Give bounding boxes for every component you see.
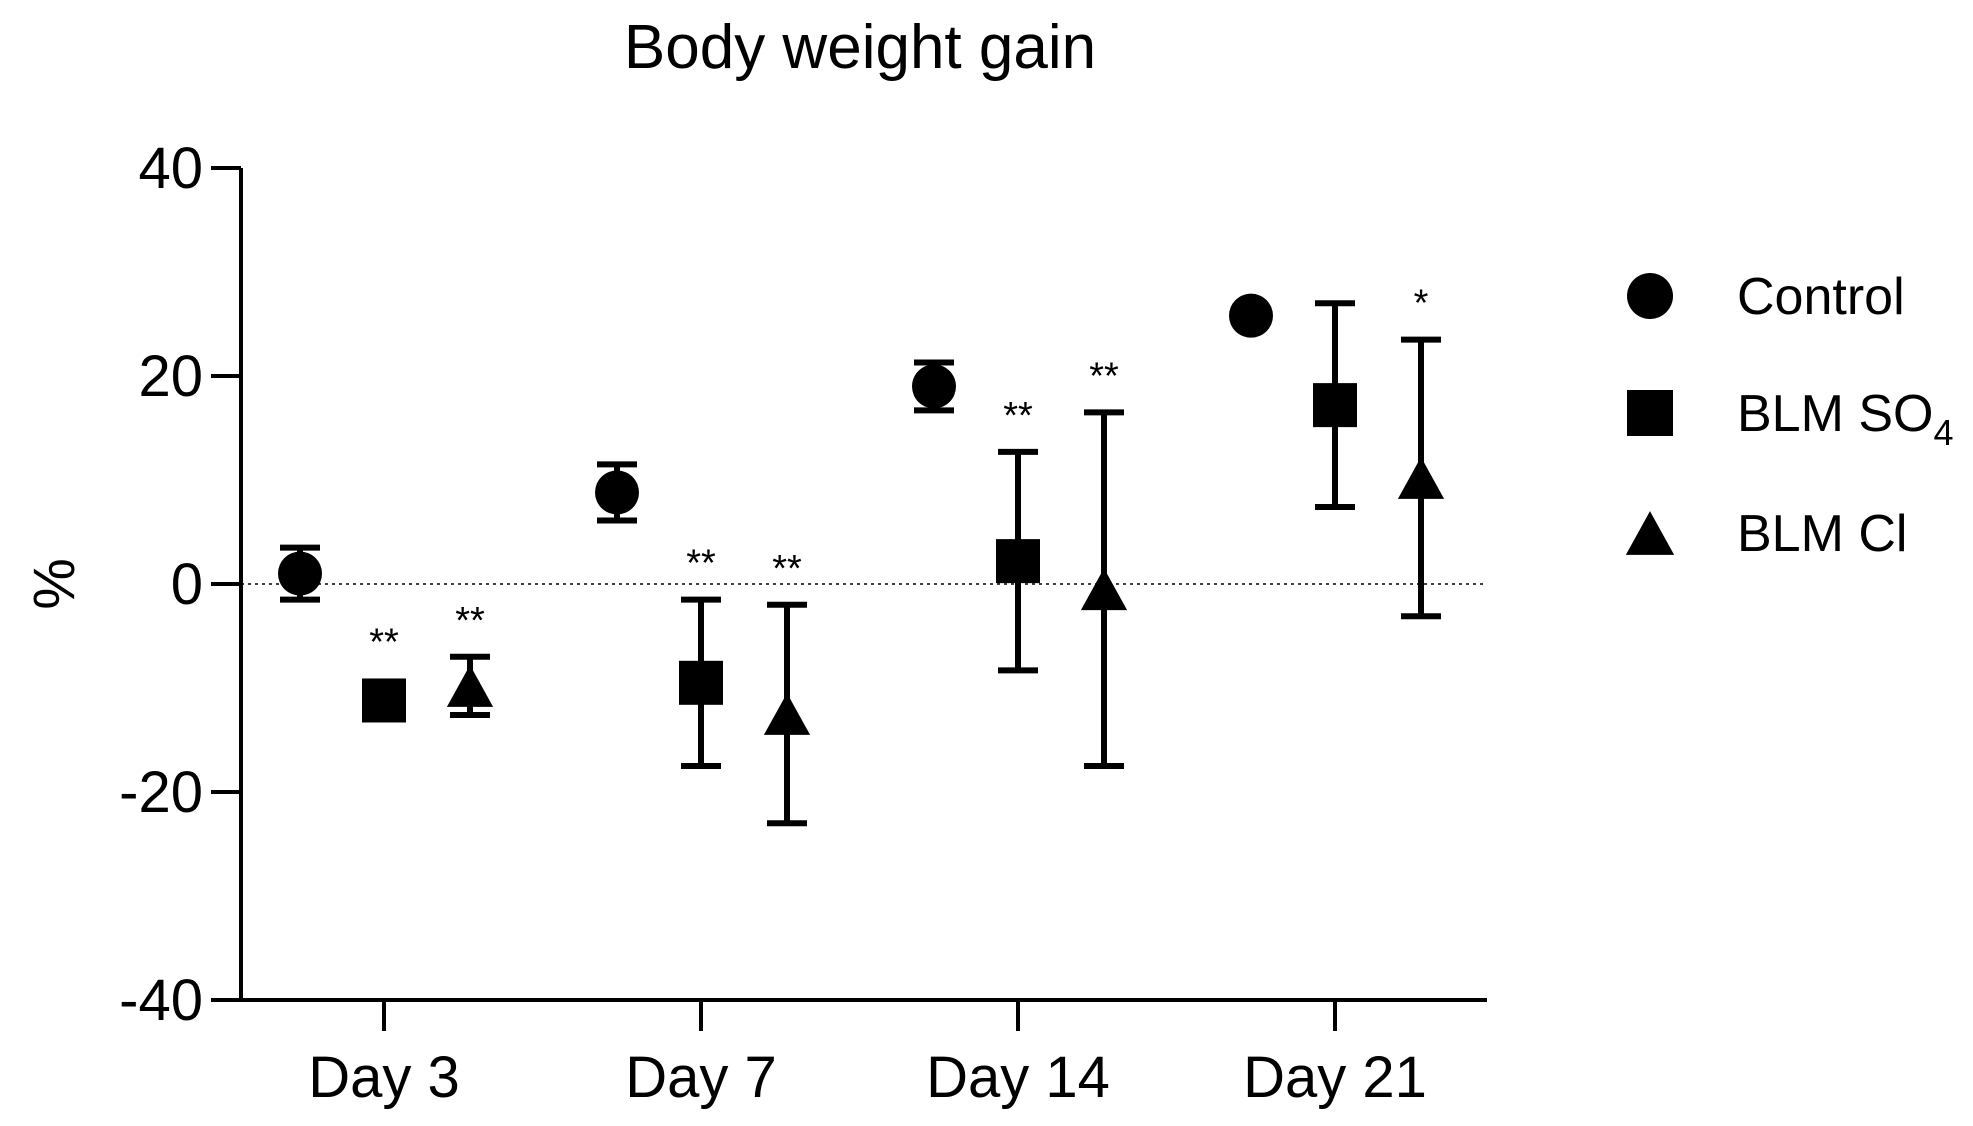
data-point-circle [595,470,639,515]
significance-label: ** [455,600,485,642]
y-tick-label: 20 [138,344,203,409]
y-tick-label: 40 [138,136,203,201]
legend-circle-icon [1627,273,1673,319]
significance-label: ** [369,621,399,663]
legend: Control BLM SO4 BLM Cl [1625,268,1954,563]
data-point-circle [912,364,956,409]
data-point-square [679,660,723,705]
x-tick-label: Day 3 [308,1045,460,1110]
axes [239,168,1487,1002]
data-point-square [362,678,406,723]
significance-label: * [1414,283,1429,325]
legend-square-icon [1627,390,1673,436]
data-point-triangle [446,665,494,707]
legend-label-text: BLM SO [1737,385,1934,443]
significance-label: ** [686,543,716,585]
x-ticks: Day 3 Day 7 Day 14 Day 21 [308,1000,1427,1110]
y-tick-label: -40 [119,968,203,1033]
data-point-circle [278,551,322,596]
y-ticks: 40 20 0 -20 -40 [119,136,241,1033]
x-tick-label: Day 21 [1243,1045,1427,1110]
legend-label: Control [1737,268,1905,326]
x-tick-label: Day 14 [926,1045,1110,1110]
y-tick-label: 0 [171,552,203,617]
chart-title: Body weight gain [624,13,1096,82]
significance-label: ** [1089,355,1119,397]
significance-label: ** [1003,395,1033,437]
legend-label-text: Control [1737,268,1905,326]
y-axis-label: % [22,558,87,610]
data-point-triangle [1080,568,1128,611]
legend-label-subscript: 4 [1934,412,1954,453]
data-marks: ************* [278,283,1445,827]
data-point-circle [1229,293,1273,338]
legend-label: BLM Cl [1737,505,1907,563]
legend-label-text: BLM Cl [1737,505,1907,563]
data-point-square [996,539,1040,584]
y-tick-label: -20 [119,760,203,825]
legend-triangle-icon [1625,511,1675,555]
legend-label: BLM SO4 [1737,385,1954,453]
x-tick-label: Day 7 [625,1045,777,1110]
data-point-square [1313,383,1357,428]
data-point-triangle [763,693,811,735]
data-point-triangle [1397,457,1445,499]
significance-label: ** [772,548,802,590]
